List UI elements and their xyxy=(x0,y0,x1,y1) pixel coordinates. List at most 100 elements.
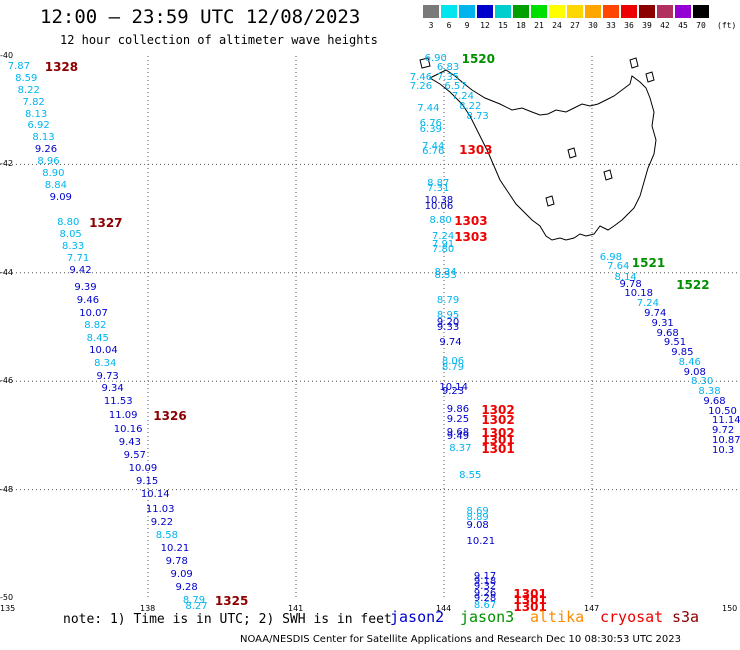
wave-height-value: 9.68 xyxy=(446,426,470,438)
wave-height-value: 8.80 xyxy=(57,216,80,228)
wave-height-value: 9.31 xyxy=(651,317,674,329)
legend-swatch xyxy=(639,5,655,18)
track-time-label: 1301 xyxy=(481,432,515,447)
wave-height-value: 7.31 xyxy=(427,183,450,195)
wave-height-value: 8.22 xyxy=(459,100,482,112)
wave-height-value: 9.43 xyxy=(118,436,141,448)
wave-height-value: 9.20 xyxy=(436,316,460,328)
lon-tick-label: 141 xyxy=(288,604,304,613)
track-time-label: 1301 xyxy=(481,442,515,457)
wave-height-value: 9.78 xyxy=(619,278,642,290)
wave-height-value: 7.71 xyxy=(66,252,90,264)
track-time-label: 1301 xyxy=(513,593,547,608)
legend-swatch xyxy=(549,5,565,18)
wave-height-value: 8.79 xyxy=(441,361,465,373)
legend-label: 3 xyxy=(428,21,434,30)
track-time-label: 1325 xyxy=(214,594,249,609)
map-grid xyxy=(0,56,740,598)
legend-label: 9 xyxy=(464,21,470,30)
wave-height-value: 10.04 xyxy=(89,345,118,357)
wave-height-value: 9.72 xyxy=(712,425,735,437)
satellite-jason3: jason3 xyxy=(460,608,515,626)
wave-height-value: 10.09 xyxy=(128,463,158,474)
wave-height-value: 6.76 xyxy=(422,146,445,158)
wave-height-value: 10.21 xyxy=(160,543,190,555)
track-time-label: 1326 xyxy=(153,409,187,424)
wave-height-value: 11.03 xyxy=(145,504,175,516)
wave-height-value: 6.90 xyxy=(424,52,447,64)
wave-height-value: 11.09 xyxy=(108,410,138,422)
lat-tick-label: -48 xyxy=(0,484,14,494)
wave-height-value: 8.30 xyxy=(691,376,714,388)
wave-height-value: 9.28 xyxy=(473,593,497,605)
wave-height-value: 7.26 xyxy=(409,81,433,93)
wave-height-value: 9.34 xyxy=(101,383,124,395)
legend-label: 39 xyxy=(642,21,652,30)
track-time-label: 1522 xyxy=(676,277,710,292)
wave-height-value: 8.34 xyxy=(94,357,117,369)
wave-height-value: 9.23 xyxy=(441,386,465,398)
lat-tick-label: -42 xyxy=(0,159,14,169)
wave-height-value: 7.44 xyxy=(417,103,440,115)
wave-height-value: 10.14 xyxy=(439,381,469,393)
wave-height-value: 9.73 xyxy=(96,370,119,382)
footnote: note: 1) Time is in UTC; 2) SWH is in fe… xyxy=(63,612,392,627)
wave-height-value: 8.33 xyxy=(62,240,85,252)
wave-height-value: 7.24 xyxy=(451,91,474,103)
satellite-jason2: jason2 xyxy=(390,608,445,626)
satellite-s3a: s3a xyxy=(672,608,700,626)
wave-height-value: 6.83 xyxy=(436,61,460,73)
wave-height-value: 9.49 xyxy=(446,431,470,443)
legend-label: 24 xyxy=(552,21,562,30)
legend-label: 45 xyxy=(678,21,688,30)
legend-label: 70 xyxy=(696,21,706,30)
wave-height-value: 8.27 xyxy=(185,601,208,613)
legend-swatch xyxy=(513,5,529,18)
track-time-label: 1302 xyxy=(481,413,515,428)
lon-tick-label: 150 xyxy=(722,604,738,613)
wave-height-value: 8.79 xyxy=(182,595,206,607)
wave-height-value: 11.53 xyxy=(103,395,133,407)
wave-height-value: 8.45 xyxy=(86,332,109,344)
wave-height-value: 9.74 xyxy=(439,337,462,349)
track-time-label: 1521 xyxy=(631,256,666,271)
legend-label: 27 xyxy=(570,21,580,30)
wave-height-value: 7.46 xyxy=(409,71,433,83)
wave-height-value: 10.21 xyxy=(466,536,496,548)
wave-height-value: 9.46 xyxy=(76,294,100,306)
wave-height-value: 11.14 xyxy=(712,415,740,427)
legend-swatch xyxy=(531,5,547,18)
wave-height-value: 9.57 xyxy=(123,449,146,461)
legend-label: 15 xyxy=(498,21,508,30)
legend-label: 6 xyxy=(446,21,452,30)
page-title: 12:00 – 23:59 UTC 12/08/2023 xyxy=(40,6,361,28)
wave-height-value: 6.92 xyxy=(27,120,50,132)
lat-tick-label: -40 xyxy=(0,51,14,60)
lon-tick-label: 135 xyxy=(0,604,16,613)
legend-label: 42 xyxy=(660,21,670,30)
wave-height-value: 7.87 xyxy=(7,60,30,72)
wave-height-value: 9.18 xyxy=(473,575,497,587)
wave-height-value: 9.68 xyxy=(703,395,726,407)
track-time-label: 1520 xyxy=(461,51,495,66)
wave-height-value: 9.78 xyxy=(165,556,188,568)
wave-height-value: 8.55 xyxy=(459,469,482,481)
wave-height-value: 9.74 xyxy=(644,307,667,319)
wave-height-value: 8.14 xyxy=(614,272,637,284)
wave-height-value: 9.09 xyxy=(170,569,193,581)
legend-label: 12 xyxy=(480,21,490,30)
legend-swatch xyxy=(657,5,673,18)
legend-swatch xyxy=(621,5,637,18)
wave-height-value: 6.76 xyxy=(419,118,442,130)
legend-unit: (ft) xyxy=(717,21,737,30)
legend-label: 21 xyxy=(534,21,544,30)
lon-tick-label: 147 xyxy=(584,604,600,613)
wave-height-value: 9.51 xyxy=(663,337,687,349)
wave-height-value: 10.87 xyxy=(712,434,740,446)
wave-height-value: 9.26 xyxy=(473,587,497,599)
wave-height-value: 6.57 xyxy=(444,81,467,93)
wave-height-value: 10.06 xyxy=(424,200,454,212)
wave-height-value: 6.39 xyxy=(419,123,442,135)
wave-height-value: 7.82 xyxy=(22,96,45,108)
